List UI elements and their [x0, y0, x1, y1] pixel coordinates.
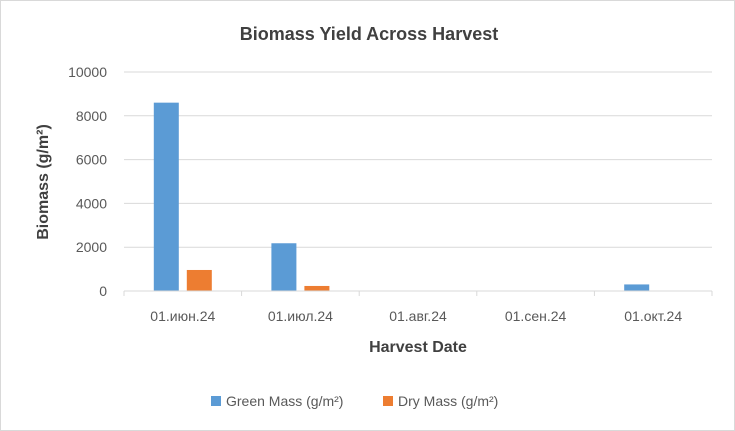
y-tick-label: 0 [99, 283, 107, 299]
y-tick-label: 4000 [76, 195, 107, 211]
legend-label: Dry Mass (g/m²) [398, 393, 498, 409]
bars [153, 102, 650, 291]
x-tick-label: 01.сен.24 [505, 308, 567, 324]
y-tick-label: 10000 [68, 64, 107, 80]
x-tick-label: 01.июл.24 [268, 308, 333, 324]
x-tick-label: 01.авг.24 [389, 308, 447, 324]
bar-green-mass [271, 243, 297, 291]
chart-title: Biomass Yield Across Harvest [240, 24, 498, 44]
bar-dry-mass [186, 269, 212, 291]
legend-swatch [383, 396, 393, 406]
x-axis-title: Harvest Date [369, 339, 467, 356]
y-axis-title: Biomass (g/m²) [35, 124, 52, 240]
y-tick-label: 2000 [76, 239, 107, 255]
x-tick-label: 01.окт.24 [624, 308, 682, 324]
x-axis-ticks: 01.июн.24 01.июл.24 01.авг.24 01.сен.24 01.о… [123, 291, 713, 324]
y-axis-ticks: 0 2000 4000 6000 8000 10000 [68, 64, 107, 299]
bar-green-mass [624, 284, 650, 291]
legend-label: Green Mass (g/m²) [226, 393, 343, 409]
bar-dry-mass [304, 285, 330, 291]
legend-swatch [211, 396, 221, 406]
x-tick-label: 01.июн.24 [150, 308, 215, 324]
y-tick-label: 8000 [76, 108, 107, 124]
bar-green-mass [153, 102, 179, 291]
legend: Green Mass (g/m²) Dry Mass (g/m²) [211, 393, 498, 409]
y-tick-label: 6000 [76, 152, 107, 168]
gridlines [124, 71, 712, 248]
